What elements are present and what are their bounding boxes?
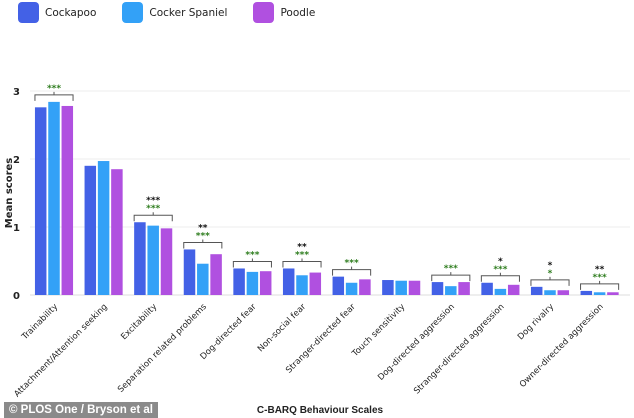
significance-green: *** bbox=[444, 264, 458, 274]
significance-bracket bbox=[332, 266, 372, 276]
x-axis-label: C-BARQ Behaviour Scales bbox=[257, 405, 384, 416]
x-tick-label: Non-social fear bbox=[256, 302, 309, 355]
bar-cocker-spaniel bbox=[296, 275, 308, 295]
bar-cocker-spaniel bbox=[97, 161, 110, 295]
bar-cocker-spaniel bbox=[494, 288, 507, 295]
bar-cocker-spaniel bbox=[395, 280, 407, 295]
bar-poodle bbox=[359, 279, 371, 295]
bar-cockapoo bbox=[134, 222, 146, 295]
bar-cockapoo bbox=[431, 282, 444, 295]
significance-black: ** bbox=[595, 265, 605, 275]
significance-bracket bbox=[133, 212, 173, 222]
x-tick-label: Dog rivalry bbox=[516, 302, 556, 342]
x-tick-label: Stranger-directed aggression bbox=[412, 302, 506, 396]
significance-bracket bbox=[34, 91, 74, 101]
bar-poodle bbox=[111, 169, 123, 295]
x-tick-label: Separation related problems bbox=[116, 302, 209, 395]
bar-cockapoo bbox=[332, 276, 345, 295]
x-tick-label: Trainability bbox=[19, 302, 60, 343]
bar-cockapoo bbox=[34, 107, 47, 295]
y-tick-label: 1 bbox=[13, 223, 20, 234]
y-tick-label: 0 bbox=[13, 291, 20, 302]
bar-cocker-spaniel bbox=[48, 101, 60, 295]
legend-label: Poodle bbox=[280, 6, 316, 19]
significance-black: * bbox=[498, 257, 503, 267]
x-tick-label: Touch sensitivity bbox=[350, 302, 408, 360]
bar-cocker-spaniel bbox=[197, 263, 209, 295]
legend-item-poodle: Poodle bbox=[253, 2, 315, 23]
significance-green: *** bbox=[245, 250, 259, 260]
significance-green: *** bbox=[146, 204, 160, 214]
bar-cocker-spaniel bbox=[445, 286, 457, 295]
bar-poodle bbox=[259, 271, 272, 295]
significance-bracket bbox=[480, 272, 520, 282]
bar-poodle bbox=[61, 105, 74, 296]
bar-cocker-spaniel bbox=[147, 225, 159, 295]
bar-poodle bbox=[507, 284, 520, 295]
bar-cocker-spaniel bbox=[593, 292, 606, 295]
legend-item-cockapoo: Cockapoo bbox=[18, 2, 96, 23]
x-tick-label: Attachment/Attention seeking bbox=[12, 302, 109, 399]
significance-bracket bbox=[431, 272, 471, 282]
legend-swatch bbox=[122, 2, 144, 23]
bar-poodle bbox=[160, 228, 173, 295]
bar-cocker-spaniel bbox=[246, 271, 259, 295]
significance-bracket bbox=[580, 280, 620, 290]
significance-bracket bbox=[183, 239, 223, 249]
x-tick-label: Excitability bbox=[119, 302, 159, 342]
bar-cocker-spaniel bbox=[345, 282, 358, 295]
bar-cockapoo bbox=[84, 165, 97, 295]
bar-poodle bbox=[309, 272, 322, 295]
legend-swatch bbox=[253, 2, 275, 23]
significance-bracket bbox=[282, 258, 322, 268]
y-tick-label: 2 bbox=[13, 155, 20, 166]
credit-label: © PLOS One / Bryson et al bbox=[4, 402, 158, 418]
significance-bracket bbox=[232, 258, 272, 268]
bar-poodle bbox=[210, 254, 222, 295]
bar-cockapoo bbox=[530, 286, 543, 295]
x-tick-label: Dog-directed fear bbox=[199, 302, 259, 362]
bar-poodle bbox=[557, 290, 570, 295]
significance-bracket bbox=[530, 276, 570, 286]
significance-black: ** bbox=[297, 242, 307, 252]
bar-cockapoo bbox=[282, 268, 295, 295]
bar-poodle bbox=[607, 292, 619, 295]
bar-poodle bbox=[458, 282, 470, 295]
x-tick-label: Owner-directed aggression bbox=[518, 302, 606, 390]
legend-item-cocker-spaniel: Cocker Spaniel bbox=[122, 2, 227, 23]
significance-green: *** bbox=[345, 259, 359, 269]
bar-cockapoo bbox=[382, 280, 394, 295]
bar-poodle bbox=[408, 280, 421, 295]
y-axis-label: Mean scores bbox=[4, 158, 15, 229]
significance-green: *** bbox=[196, 231, 210, 241]
bar-cockapoo bbox=[580, 290, 593, 295]
bar-cocker-spaniel bbox=[544, 290, 556, 295]
significance-black: * bbox=[548, 261, 553, 271]
bar-cockapoo bbox=[183, 249, 196, 295]
significance-black: ** bbox=[198, 223, 208, 233]
legend-label: Cockapoo bbox=[45, 6, 97, 19]
significance-green: *** bbox=[295, 250, 309, 260]
bar-cockapoo bbox=[233, 268, 245, 295]
significance-green: *** bbox=[593, 273, 607, 283]
significance-green: *** bbox=[47, 84, 61, 94]
significance-green: *** bbox=[493, 265, 507, 275]
legend: Cockapoo Cocker Spaniel Poodle bbox=[18, 2, 327, 23]
legend-swatch bbox=[18, 2, 39, 23]
y-tick-label: 3 bbox=[13, 87, 20, 98]
legend-label: Cocker Spaniel bbox=[149, 6, 228, 19]
bar-cockapoo bbox=[481, 282, 493, 295]
significance-green: * bbox=[548, 269, 553, 279]
significance-black: *** bbox=[146, 196, 160, 206]
